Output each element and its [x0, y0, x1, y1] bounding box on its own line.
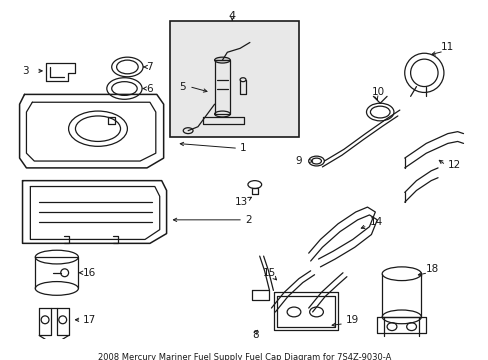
- Text: 14: 14: [369, 217, 382, 227]
- Text: 2: 2: [244, 215, 251, 225]
- Ellipse shape: [214, 111, 230, 117]
- Ellipse shape: [214, 57, 230, 63]
- Text: 11: 11: [440, 42, 453, 52]
- Text: 16: 16: [83, 268, 96, 278]
- Text: 9: 9: [294, 156, 301, 166]
- Text: 19: 19: [345, 315, 359, 325]
- Ellipse shape: [68, 111, 127, 146]
- Text: 12: 12: [447, 160, 460, 170]
- Text: 7: 7: [146, 62, 152, 72]
- Text: 15: 15: [262, 268, 275, 278]
- Ellipse shape: [35, 282, 78, 295]
- Text: 6: 6: [146, 84, 152, 94]
- Ellipse shape: [35, 250, 78, 264]
- Text: 3: 3: [22, 66, 29, 76]
- Text: 4: 4: [228, 11, 235, 21]
- Ellipse shape: [404, 53, 443, 93]
- Text: 8: 8: [251, 330, 258, 341]
- Text: 5: 5: [179, 82, 185, 91]
- Ellipse shape: [183, 128, 193, 134]
- Ellipse shape: [111, 57, 143, 77]
- Text: 18: 18: [426, 264, 439, 274]
- FancyBboxPatch shape: [169, 21, 298, 136]
- Text: 10: 10: [371, 87, 384, 98]
- Ellipse shape: [382, 310, 421, 324]
- Text: 13: 13: [235, 197, 248, 207]
- Ellipse shape: [382, 267, 421, 280]
- Text: 17: 17: [83, 315, 96, 325]
- Ellipse shape: [106, 78, 142, 99]
- Ellipse shape: [366, 103, 393, 121]
- Text: 2008 Mercury Mariner Fuel Supply Fuel Cap Diagram for 7S4Z-9030-A: 2008 Mercury Mariner Fuel Supply Fuel Ca…: [98, 352, 390, 360]
- Text: 1: 1: [240, 143, 246, 153]
